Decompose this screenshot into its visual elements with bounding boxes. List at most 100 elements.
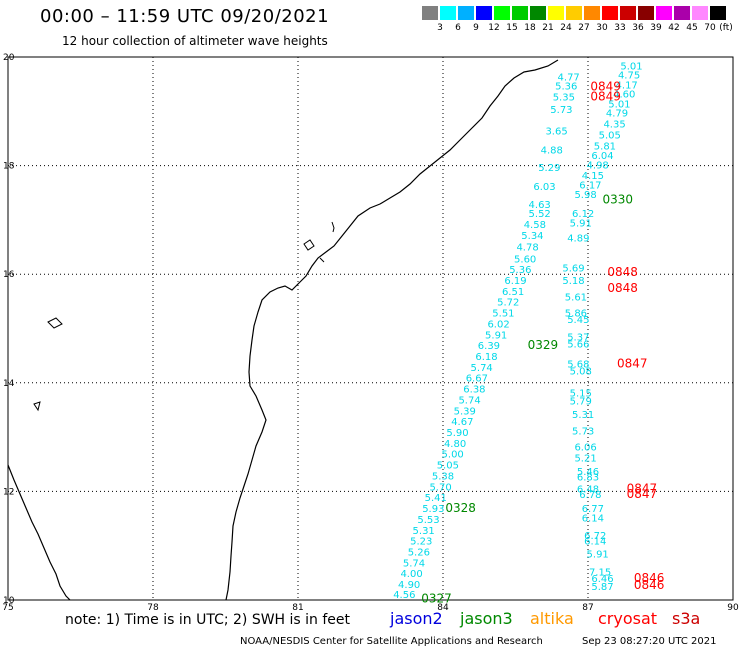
wave-height-label: 5.36 bbox=[555, 82, 577, 93]
wave-height-label: 5.39 bbox=[454, 406, 476, 417]
wave-height-label: 5.91 bbox=[570, 218, 592, 229]
wave-height-label: 4.56 bbox=[393, 590, 415, 601]
map-grid: 75 78 81 84 87 90 10 12 14 16 18 20 bbox=[2, 53, 739, 613]
wave-height-label: 5.74 bbox=[471, 363, 493, 374]
wave-height-label: 6.67 bbox=[466, 374, 488, 385]
wave-height-label: 4.89 bbox=[567, 234, 589, 245]
wave-height-label: 6.38 bbox=[463, 385, 485, 396]
wave-height-label: 4.00 bbox=[400, 569, 422, 580]
wave-height-label: 6.46 bbox=[591, 574, 613, 585]
pass-time-labels: 0849084903300848084803290847084708470328… bbox=[421, 80, 664, 606]
wave-height-label: 4.75 bbox=[618, 71, 640, 82]
scale-swatch bbox=[494, 6, 510, 20]
scale-swatch bbox=[512, 6, 528, 20]
wave-height-label: 5.46 bbox=[577, 467, 599, 478]
footer-note: note: 1) Time is in UTC; 2) SWH is in fe… bbox=[65, 612, 351, 628]
x-tick-label: 84 bbox=[437, 603, 449, 613]
scale-label: 30 bbox=[596, 23, 608, 33]
wave-height-label: 5.05 bbox=[599, 130, 621, 141]
wave-height-label: 5.86 bbox=[565, 309, 587, 320]
pass-time-label: 0329 bbox=[528, 338, 559, 352]
pass-time-label: 0847 bbox=[617, 357, 648, 371]
y-tick-label: 16 bbox=[3, 270, 15, 280]
wave-height-label: 4.88 bbox=[541, 146, 563, 157]
wave-height-label: 4.98 bbox=[587, 160, 609, 171]
wave-height-label: 3.65 bbox=[545, 127, 567, 138]
wave-height-label: 6.17 bbox=[579, 180, 601, 191]
wave-height-label: 4.67 bbox=[451, 417, 473, 428]
scale-label: 9 bbox=[473, 23, 479, 33]
wave-height-label: 5.68 bbox=[567, 360, 589, 371]
wave-height-label: 6.77 bbox=[582, 504, 604, 515]
scale-swatch bbox=[566, 6, 582, 20]
scale-swatch bbox=[674, 6, 690, 20]
wave-height-label: 4.80 bbox=[444, 439, 466, 450]
wave-height-label: 4.63 bbox=[529, 200, 551, 211]
scale-label: 24 bbox=[560, 23, 572, 33]
wave-height-label: 5.00 bbox=[442, 450, 464, 461]
x-tick-label: 81 bbox=[292, 603, 303, 613]
y-tick-label: 12 bbox=[3, 487, 14, 497]
scale-swatch bbox=[656, 6, 672, 20]
island-2 bbox=[303, 239, 315, 251]
wave-height-label: 5.60 bbox=[514, 254, 536, 265]
wave-height-label: 4.15 bbox=[582, 171, 604, 182]
wave-height-label: 5.74 bbox=[403, 558, 425, 569]
wave-height-label: 4.58 bbox=[524, 220, 546, 231]
wave-height-label: 6.18 bbox=[475, 352, 497, 363]
page-subtitle: 12 hour collection of altimeter wave hei… bbox=[62, 34, 328, 48]
wave-height-label: 6.03 bbox=[533, 182, 555, 193]
legend-item-s3a: s3a bbox=[672, 609, 701, 628]
page-title: 00:00 – 11:59 UTC 09/20/2021 bbox=[40, 6, 330, 27]
wave-height-label: 5.51 bbox=[492, 309, 514, 320]
wave-height-label: 5.18 bbox=[562, 276, 584, 287]
wave-height-label: 6.06 bbox=[574, 443, 596, 454]
wave-height-label: 5.87 bbox=[591, 582, 613, 593]
legend-item-jason3: jason3 bbox=[460, 609, 513, 628]
wave-height-label: 6.14 bbox=[582, 513, 604, 524]
wave-height-label: 6.12 bbox=[572, 209, 594, 220]
island-5 bbox=[319, 257, 325, 263]
scale-swatch bbox=[458, 6, 474, 20]
wave-height-label: 5.31 bbox=[413, 526, 435, 537]
wave-height-label: 5.45 bbox=[567, 315, 589, 326]
pass-time-label: 0328 bbox=[445, 501, 476, 515]
wave-height-label: 5.93 bbox=[422, 504, 444, 515]
scale-swatch bbox=[584, 6, 600, 20]
scale-swatch bbox=[638, 6, 654, 20]
wave-height-label: 4.35 bbox=[603, 120, 625, 131]
wave-height-label: 4.17 bbox=[616, 80, 638, 91]
wave-height-label: 5.08 bbox=[570, 367, 592, 378]
altimeter-track-a: 4.775.365.355.733.654.885.296.034.635.52… bbox=[393, 72, 580, 600]
pass-time-label: 0330 bbox=[603, 193, 634, 207]
wave-height-label: 5.72 bbox=[497, 298, 519, 309]
wave-height-label: 5.98 bbox=[574, 190, 596, 201]
wave-height-label: 5.41 bbox=[425, 493, 447, 504]
pass-time-label: 0849 bbox=[590, 80, 621, 94]
pass-time-label: 0847 bbox=[627, 481, 658, 495]
wave-height-label: 5.52 bbox=[529, 209, 551, 220]
wave-height-label: 6.78 bbox=[579, 490, 601, 501]
pass-time-label: 0846 bbox=[634, 578, 665, 592]
scale-swatch bbox=[602, 6, 618, 20]
wave-height-label: 5.01 bbox=[620, 61, 642, 72]
x-tick-label: 78 bbox=[147, 603, 159, 613]
y-tick-label: 10 bbox=[3, 596, 15, 606]
island-3 bbox=[47, 317, 63, 329]
wave-height-label: 6.02 bbox=[487, 319, 509, 330]
legend-item-cryosat: cryosat bbox=[598, 609, 658, 628]
scale-swatch bbox=[440, 6, 456, 20]
wave-height-label: 6.14 bbox=[584, 537, 606, 548]
timestamp: Sep 23 08:27:20 UTC 2021 bbox=[582, 636, 717, 647]
wave-height-label: 4.90 bbox=[398, 580, 420, 591]
map-frame bbox=[7, 56, 734, 601]
coastline-west bbox=[7, 464, 71, 601]
wave-height-label: 5.37 bbox=[567, 332, 589, 343]
pass-time-label: 0848 bbox=[607, 281, 638, 295]
wave-height-label: 5.74 bbox=[458, 395, 480, 406]
credit-text: NOAA/NESDIS Center for Satellite Applica… bbox=[240, 636, 543, 647]
scale-swatch bbox=[692, 6, 708, 20]
y-tick-label: 18 bbox=[3, 162, 15, 172]
scale-swatch bbox=[422, 6, 438, 20]
